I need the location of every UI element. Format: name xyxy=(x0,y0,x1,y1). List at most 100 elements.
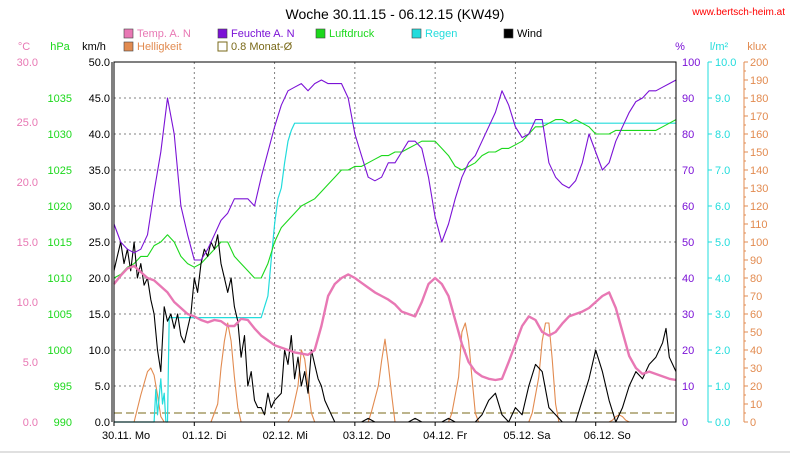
chart-title: Woche 30.11.15 - 06.12.15 (KW49) xyxy=(286,6,505,22)
tick-label-rain: 1.0 xyxy=(715,381,730,393)
day-label: 02.12. Mi xyxy=(263,430,308,442)
tick-label-lux: 140 xyxy=(750,165,768,177)
tick-label-wind: 15.0 xyxy=(89,309,110,321)
tick-label-press: 995 xyxy=(54,381,72,393)
tick-label-temp: 15.0 xyxy=(17,237,38,249)
tick-label-press: 1035 xyxy=(48,93,72,105)
series-line xyxy=(113,264,677,382)
tick-label-wind: 5.0 xyxy=(95,381,110,393)
unit-label-temp: °C xyxy=(18,41,30,53)
tick-label-rain: 6.0 xyxy=(715,201,730,213)
legend-label: Wind xyxy=(517,28,542,40)
plot-frame xyxy=(111,61,677,423)
legend-label: Luftdruck xyxy=(329,28,375,40)
tick-label-press: 1025 xyxy=(48,165,72,177)
tick-label-press: 1015 xyxy=(48,237,72,249)
series-line xyxy=(113,79,677,261)
tick-label-temp: 5.0 xyxy=(23,357,38,369)
tick-label-rain: 0.0 xyxy=(715,417,730,429)
axis-tick-labels: 0.05.010.015.020.025.030.099099510001005… xyxy=(17,57,769,429)
tick-label-hum: 40 xyxy=(682,273,694,285)
day-label: 03.12. Do xyxy=(343,430,391,442)
legend-swatch xyxy=(123,28,134,39)
tick-label-press: 1000 xyxy=(48,345,72,357)
day-label: 05.12. Sa xyxy=(503,430,551,442)
series-line xyxy=(113,234,677,423)
day-label: 06.12. So xyxy=(584,430,631,442)
watermark-url: www.bertsch-heim.at xyxy=(691,7,785,18)
legend-label: Helligkeit xyxy=(137,41,182,53)
unit-label-press: hPa xyxy=(50,41,70,53)
legend-label: Feuchte A. N xyxy=(231,28,295,40)
tick-label-hum: 0 xyxy=(682,417,688,429)
tick-label-lux: 130 xyxy=(750,183,768,195)
tick-label-press: 990 xyxy=(54,417,72,429)
tick-label-rain: 2.0 xyxy=(715,345,730,357)
tick-label-temp: 25.0 xyxy=(17,117,38,129)
day-labels: 30.11. Mo 01.12. Di 02.12. Mi 03.12. Do 04.1… xyxy=(0,422,790,453)
tick-label-wind: 40.0 xyxy=(89,129,110,141)
legend: Temp. A. N Feuchte A. N Luftdruck Regen Wind… xyxy=(123,28,542,53)
tick-label-lux: 70 xyxy=(750,291,762,303)
tick-label-lux: 60 xyxy=(750,309,762,321)
tick-label-lux: 170 xyxy=(750,111,768,123)
unit-label-lux: klux xyxy=(747,41,767,53)
tick-label-lux: 40 xyxy=(750,345,762,357)
grid xyxy=(114,62,676,422)
tick-label-lux: 50 xyxy=(750,327,762,339)
tick-label-lux: 90 xyxy=(750,255,762,267)
tick-label-rain: 7.0 xyxy=(715,165,730,177)
tick-label-wind: 30.0 xyxy=(89,201,110,213)
tick-label-wind: 10.0 xyxy=(89,345,110,357)
legend-swatch xyxy=(217,41,228,52)
tick-label-lux: 150 xyxy=(750,147,768,159)
tick-label-press: 1010 xyxy=(48,273,72,285)
tick-label-hum: 30 xyxy=(682,309,694,321)
tick-label-lux: 10 xyxy=(750,399,762,411)
tick-label-lux: 20 xyxy=(750,381,762,393)
tick-label-lux: 190 xyxy=(750,75,768,87)
tick-label-temp: 10.0 xyxy=(17,297,38,309)
tick-label-lux: 110 xyxy=(750,219,768,231)
tick-label-lux: 30 xyxy=(750,363,762,375)
legend-label: Temp. A. N xyxy=(137,28,191,40)
tick-label-hum: 100 xyxy=(682,57,700,69)
tick-label-lux: 160 xyxy=(750,129,768,141)
series-layer xyxy=(113,79,677,423)
legend-label: 0.8 Monat-Ø xyxy=(231,41,293,53)
plot-border xyxy=(113,61,677,423)
series-line xyxy=(114,122,676,423)
tick-label-wind: 45.0 xyxy=(89,93,110,105)
legend-swatch xyxy=(503,28,514,39)
tick-label-lux: 100 xyxy=(750,237,768,249)
tick-label-hum: 70 xyxy=(682,165,694,177)
tick-label-press: 1020 xyxy=(48,201,72,213)
tick-label-temp: 30.0 xyxy=(17,57,38,69)
legend-swatch xyxy=(411,28,422,39)
tick-label-wind: 50.0 xyxy=(89,57,110,69)
tick-label-lux: 80 xyxy=(750,273,762,285)
tick-label-rain: 10.0 xyxy=(715,57,736,69)
unit-label-rain: l/m² xyxy=(710,41,729,53)
legend-swatch xyxy=(315,28,326,39)
tick-label-hum: 50 xyxy=(682,237,694,249)
legend-label: Regen xyxy=(425,28,457,40)
tick-label-wind: 25.0 xyxy=(89,237,110,249)
series-wind xyxy=(113,234,677,423)
tick-label-rain: 8.0 xyxy=(715,129,730,141)
series-temp-a-n xyxy=(113,264,677,382)
unit-label-wind: km/h xyxy=(82,41,106,53)
tick-label-hum: 80 xyxy=(682,129,694,141)
tick-label-press: 1030 xyxy=(48,129,72,141)
day-label: 30.11. Mo xyxy=(102,430,150,442)
tick-label-rain: 3.0 xyxy=(715,309,730,321)
legend-swatch xyxy=(217,28,228,39)
tick-label-temp: 0.0 xyxy=(23,417,38,429)
legend-swatch xyxy=(123,41,134,52)
unit-label-hum: % xyxy=(675,41,685,53)
tick-label-hum: 10 xyxy=(682,381,694,393)
tick-label-wind: 0.0 xyxy=(95,417,110,429)
tick-label-hum: 60 xyxy=(682,201,694,213)
